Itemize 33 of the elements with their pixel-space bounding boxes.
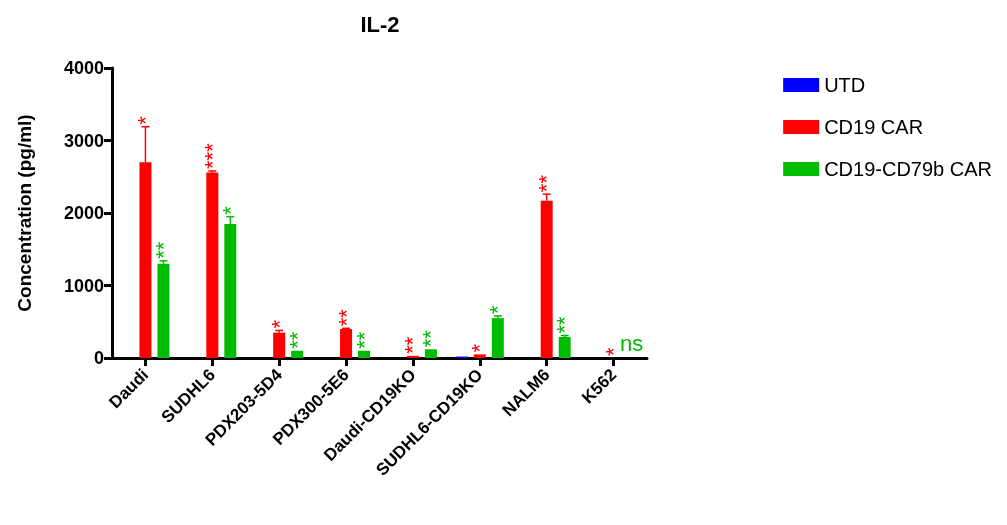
y-tick-label: 3000 — [63, 130, 104, 151]
data-label: * — [132, 115, 158, 125]
data-label: ** — [333, 308, 359, 327]
data-label: * — [217, 205, 243, 215]
bar — [340, 329, 353, 358]
bar — [358, 350, 371, 358]
bar — [157, 263, 170, 358]
bar — [473, 354, 486, 358]
data-label: ** — [284, 331, 310, 349]
data-label: ** — [351, 331, 377, 349]
data-label: *** — [199, 142, 225, 169]
bar — [558, 336, 571, 358]
bar — [273, 332, 286, 358]
y-tick-label: 0 — [93, 348, 104, 368]
bar — [206, 172, 219, 358]
data-label: ** — [150, 241, 176, 259]
legend-label: UTD — [824, 74, 866, 96]
legend-label: CD19 CAR — [824, 116, 924, 138]
data-label: ** — [534, 174, 560, 193]
bar — [406, 355, 419, 358]
data-label: * — [266, 319, 292, 329]
bar — [424, 349, 437, 358]
bar — [291, 350, 304, 358]
chart-title: IL-2 — [360, 11, 400, 37]
y-tick-label: 4000 — [63, 58, 104, 78]
legend-label: CD19-CD79b CAR — [824, 158, 993, 180]
data-label: ** — [552, 315, 578, 334]
data-label: * — [485, 304, 511, 314]
y-tick-label: 1000 — [63, 275, 104, 296]
y-tick-label: 2000 — [63, 203, 104, 223]
bar — [491, 318, 504, 358]
y-axis-title: Concentration (pg/ml) — [14, 114, 35, 312]
data-label: * — [467, 343, 493, 353]
